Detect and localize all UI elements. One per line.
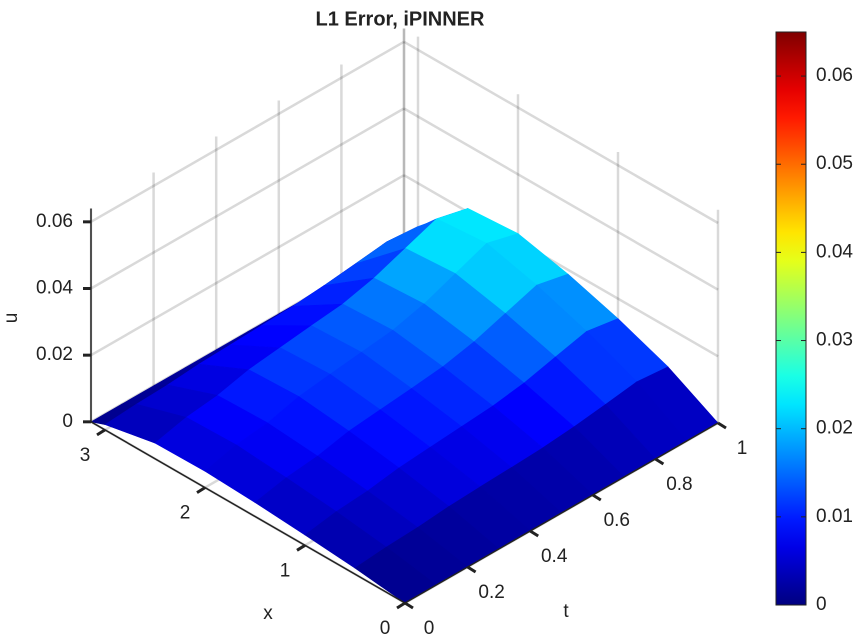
colorbar-tick-label: 0: [816, 594, 827, 615]
x-tick-label: 3: [80, 445, 91, 466]
x-tick-label: 1: [280, 560, 291, 581]
t-tick-label: 0.2: [478, 582, 504, 603]
t-tick-label: 1: [737, 438, 748, 459]
x-tick: [296, 544, 306, 552]
grid-line: [403, 174, 719, 358]
t-tick: [717, 421, 727, 430]
grid-line: [90, 174, 405, 357]
t-axis: [404, 422, 719, 604]
surface: [90, 208, 719, 604]
x-axis-label: x: [263, 603, 273, 624]
x-tick: [96, 428, 106, 437]
x-tick-label: 2: [180, 503, 191, 524]
t-tick: [466, 565, 477, 574]
t-tick: [529, 529, 539, 538]
colorbar-axis: 0 0.01 0.02 0.03 0.04 0.05 0.06: [776, 65, 853, 615]
t-tick-label: 0: [424, 618, 435, 639]
colorbar-tick-label: 0.01: [816, 506, 853, 527]
colorbar-tick-label: 0.04: [816, 241, 853, 262]
grid-line: [403, 40, 719, 225]
x-tick: [196, 486, 206, 494]
z-tick-label: 0: [62, 411, 73, 432]
x-tick-label: 0: [380, 618, 391, 639]
colorbar: [775, 31, 807, 606]
grid-line: [90, 107, 405, 290]
colorbar-tick-label: 0.02: [816, 418, 853, 439]
t-tick: [654, 457, 665, 466]
z-tick-label: 0.06: [36, 211, 73, 232]
colorbar-tick-label: 0.06: [816, 65, 853, 86]
chart-title: L1 Error, iPINNER: [316, 8, 485, 30]
t-tick-label: 0.6: [604, 510, 630, 531]
t-tick: [592, 493, 602, 502]
z-axis-label: u: [1, 313, 22, 324]
x-axis: [90, 421, 406, 604]
grid-line: [403, 107, 719, 291]
t-tick-label: 0.8: [666, 474, 692, 495]
x-tick: [396, 601, 406, 610]
grid-line: [90, 40, 405, 223]
z-tick-label: 0.02: [36, 344, 73, 365]
colorbar-tick-label: 0.03: [816, 330, 853, 351]
colorbar-tick-label: 0.05: [816, 153, 853, 174]
z-tick-label: 0.04: [36, 278, 73, 299]
t-axis-label: t: [563, 601, 569, 622]
t-tick: [404, 601, 414, 610]
t-tick-label: 0.4: [541, 546, 568, 567]
